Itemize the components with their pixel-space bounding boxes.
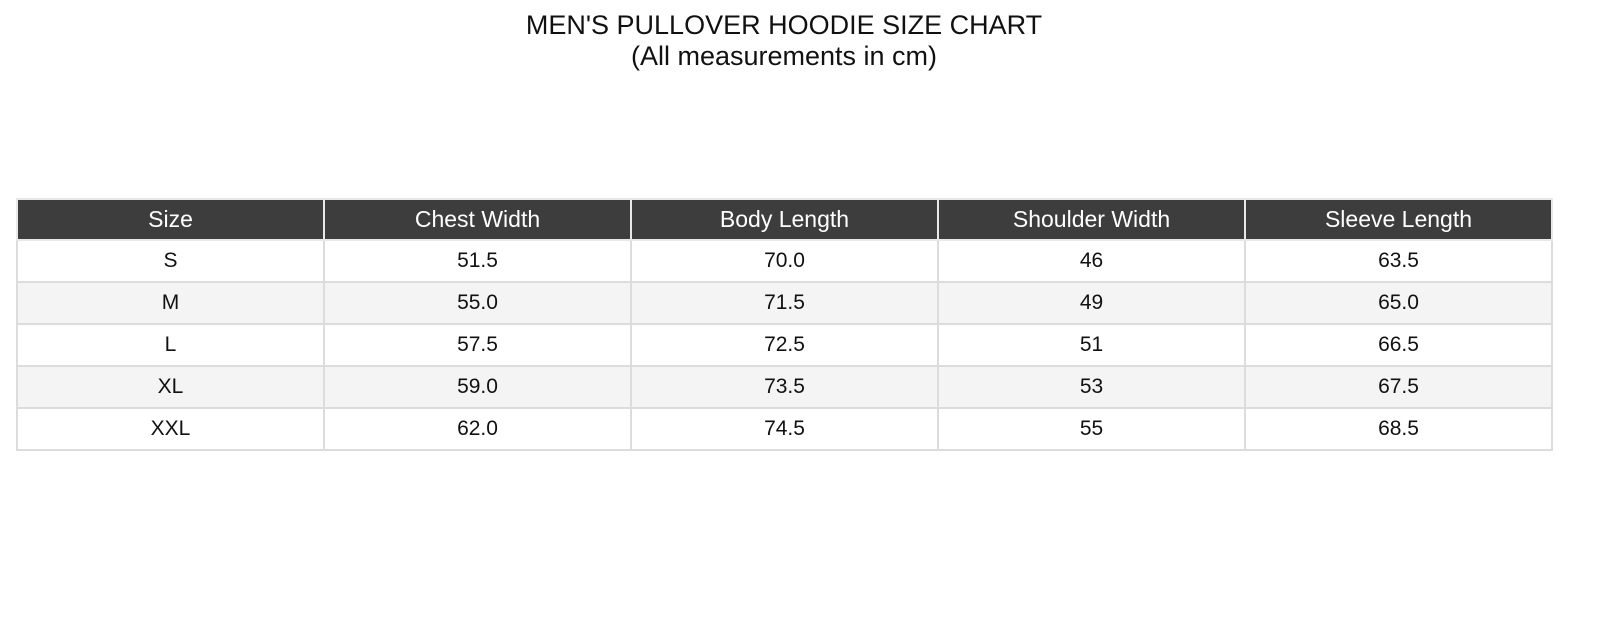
column-header: Shoulder Width (937, 198, 1246, 241)
table-cell: 62.0 (323, 407, 632, 451)
column-header: Size (16, 198, 325, 241)
page-title: MEN'S PULLOVER HOODIE SIZE CHART (525, 10, 1043, 40)
chart-title-block: MEN'S PULLOVER HOODIE SIZE CHART (All me… (0, 10, 1568, 72)
table-cell: 66.5 (1244, 323, 1553, 367)
table-cell: 51 (937, 323, 1246, 367)
table-cell: 65.0 (1244, 281, 1553, 325)
table-cell: 49 (937, 281, 1246, 325)
table-row: L 57.5 72.5 51 66.5 (16, 323, 1553, 367)
table-cell: 74.5 (630, 407, 939, 451)
table-cell: 55 (937, 407, 1246, 451)
table-cell: 46 (937, 239, 1246, 283)
table-cell: 72.5 (630, 323, 939, 367)
table-cell: S (16, 239, 325, 283)
table-cell: M (16, 281, 325, 325)
table-cell: XL (16, 365, 325, 409)
table-cell: 57.5 (323, 323, 632, 367)
table-cell: XXL (16, 407, 325, 451)
header-row: Size Chest Width Body Length Shoulder Width… (16, 198, 1553, 241)
table-cell: 68.5 (1244, 407, 1553, 451)
table-row: M 55.0 71.5 49 65.0 (16, 281, 1553, 325)
column-header: Chest Width (323, 198, 632, 241)
table-cell: L (16, 323, 325, 367)
column-header: Body Length (630, 198, 939, 241)
size-chart-table: Size Chest Width Body Length Shoulder Width… (16, 198, 1553, 451)
table-row: S 51.5 70.0 46 63.5 (16, 239, 1553, 283)
table-cell: 59.0 (323, 365, 632, 409)
table-cell: 53 (937, 365, 1246, 409)
table-row: XL 59.0 73.5 53 67.5 (16, 365, 1553, 409)
table-cell: 71.5 (630, 281, 939, 325)
column-header: Sleeve Length (1244, 198, 1553, 241)
table-row: XXL 62.0 74.5 55 68.5 (16, 407, 1553, 451)
table-cell: 73.5 (630, 365, 939, 409)
page-subtitle: (All measurements in cm) (630, 41, 938, 71)
table-cell: 67.5 (1244, 365, 1553, 409)
table-cell: 70.0 (630, 239, 939, 283)
table-cell: 55.0 (323, 281, 632, 325)
table-cell: 51.5 (323, 239, 632, 283)
table-cell: 63.5 (1244, 239, 1553, 283)
